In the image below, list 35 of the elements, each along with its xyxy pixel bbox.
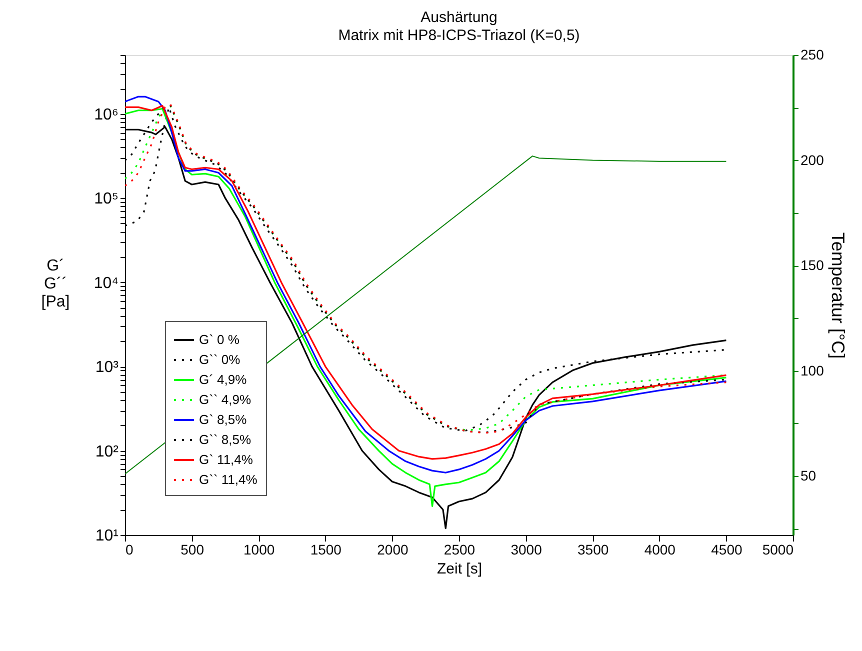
x-tick-label: 500 <box>180 542 204 558</box>
x-tick-label: 3500 <box>578 542 609 558</box>
legend-label: G´ 4,9% <box>199 372 248 387</box>
x-tick-label: 4000 <box>644 542 676 558</box>
y2-tick-label: 250 <box>800 46 824 62</box>
x-tick-label: 2500 <box>444 542 476 558</box>
legend-label: G`` 0% <box>199 352 241 367</box>
y-tick-label: 10⁶ <box>94 106 118 124</box>
x-axis-title: Zeit [s] <box>436 560 482 578</box>
legend-label: G`` 11,4% <box>199 472 258 487</box>
x-tick-label: 2000 <box>377 542 408 558</box>
legend-label: G` 0 % <box>199 332 240 347</box>
chart-subtitle: Matrix mit HP8-ICPS-Triazol (K=0,5) <box>338 27 580 44</box>
y2-axis-title: Temperatur [°C] <box>828 232 848 359</box>
y-axis-title: G´ G´´ [Pa] <box>41 258 70 310</box>
x-tick-label: 3000 <box>510 542 542 558</box>
legend-label: G`` 8,5% <box>199 432 252 447</box>
y2-tick-label: 50 <box>800 468 816 484</box>
x-tick-label: 1500 <box>310 542 342 558</box>
y2-tick-label: 100 <box>800 362 824 378</box>
y-tick-label: 10¹ <box>95 528 118 544</box>
y-tick-label: 10³ <box>95 359 120 376</box>
y-tick-label: 10² <box>95 443 120 460</box>
y2-tick-label: 150 <box>800 257 824 274</box>
legend-label: G`` 4,9% <box>199 392 252 407</box>
y-tick-label: 10⁵ <box>94 190 118 208</box>
y2-tick-label: 200 <box>800 152 824 168</box>
legend-label: G` 8,5% <box>199 412 248 427</box>
x-tick-label: 0 <box>126 542 134 558</box>
x-tick-label: 1000 <box>244 542 275 558</box>
y-tick-label: 10⁴ <box>94 274 119 292</box>
x-tick-label: 4500 <box>711 542 742 558</box>
x-tick-label: 5000 <box>762 542 794 558</box>
legend-label: G` 11,4% <box>199 452 254 467</box>
chart-title: Aushärtung <box>420 9 498 26</box>
